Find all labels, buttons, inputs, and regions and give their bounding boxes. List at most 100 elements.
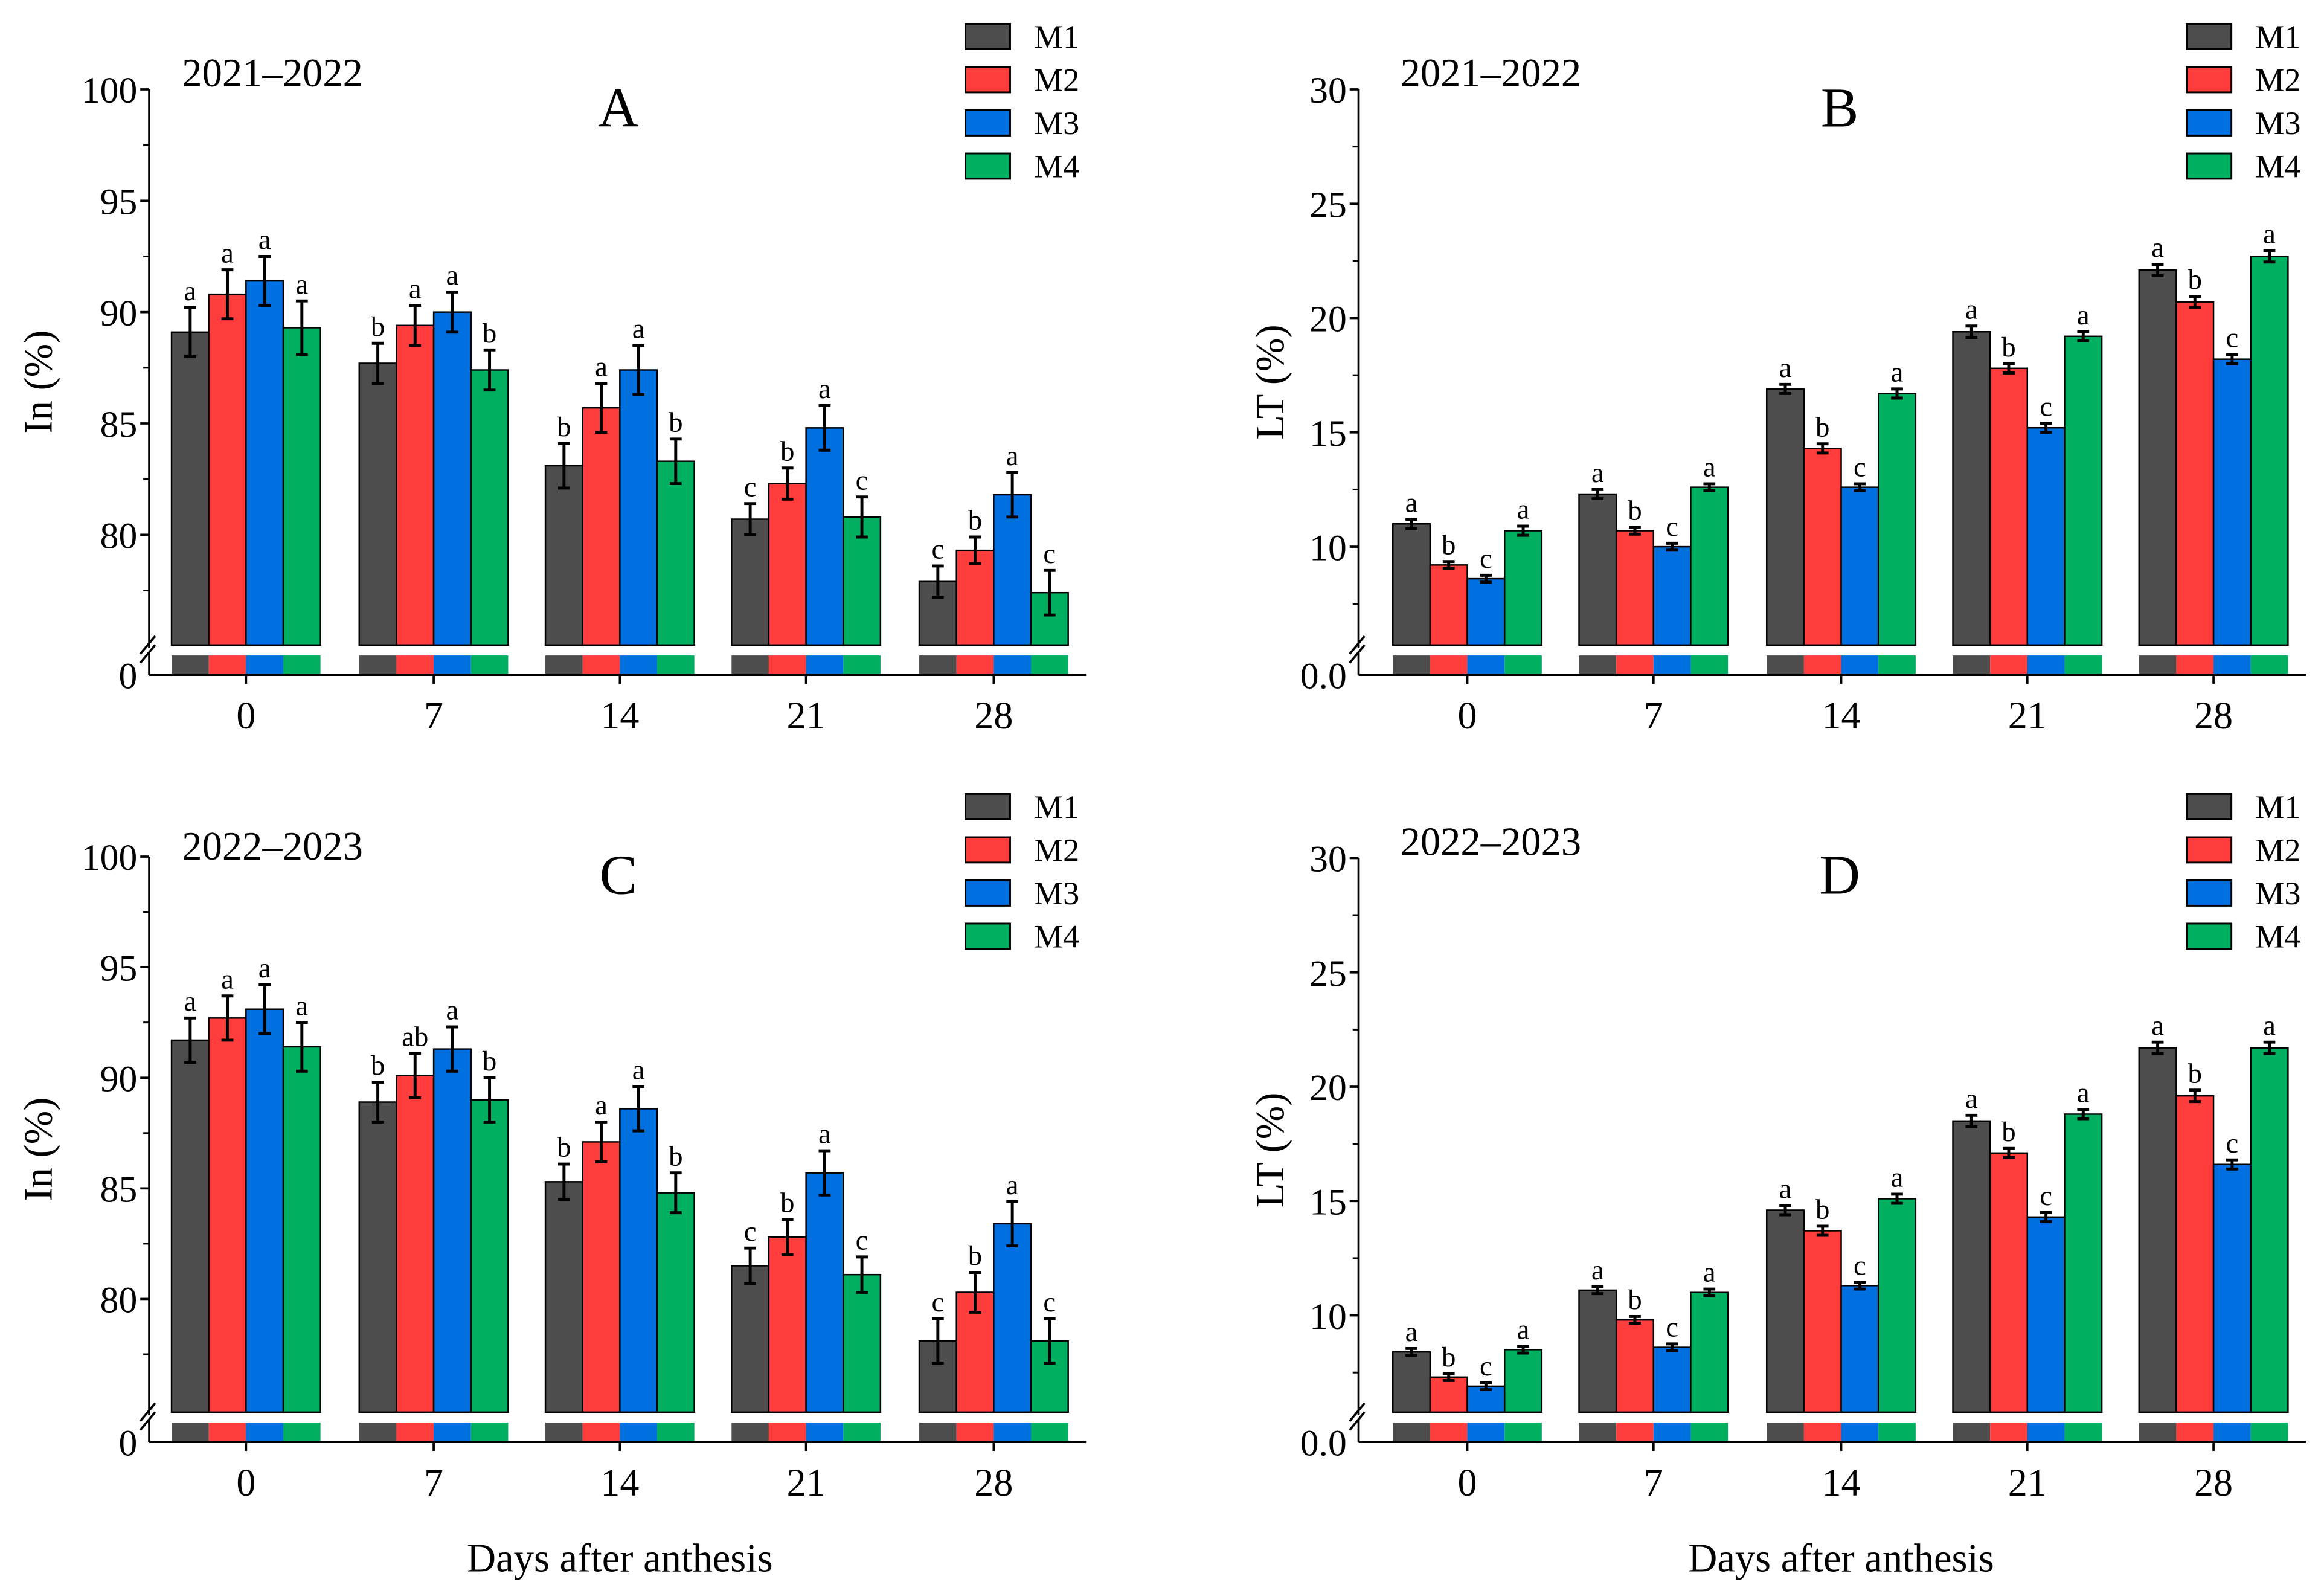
bar-M3-day14: [1840, 486, 1879, 646]
legend-swatch-M2: [964, 66, 1011, 94]
significance-letter: c: [1043, 538, 1056, 570]
bar-stub-M4-day28: [2250, 1423, 2288, 1442]
significance-letter: b: [371, 1050, 385, 1081]
x-axis-label: Days after anthesis: [467, 1537, 773, 1581]
bar-stub-M4-day7: [470, 1423, 509, 1442]
bar-stub-M2-day21: [768, 1423, 806, 1442]
significance-letter: a: [2077, 1078, 2090, 1109]
bar-stub-M4-day0: [1504, 1423, 1542, 1442]
significance-letter: b: [1815, 411, 1829, 443]
bar-stub-M1-day14: [1767, 1423, 1804, 1442]
significance-letter: a: [818, 373, 831, 405]
x-tick-label: 28: [2194, 694, 2233, 737]
y-axis-label: In (%): [16, 330, 60, 434]
bar-stub-M4-day28: [2250, 655, 2288, 675]
x-tick-label: 28: [2194, 1461, 2233, 1504]
bar-stub-M4-day14: [656, 1423, 695, 1442]
bar-stub-M1-day7: [359, 1423, 397, 1442]
bar-M3-day7: [432, 311, 472, 646]
bar-M4-day21: [2064, 335, 2103, 646]
legend-swatch-M2: [2186, 836, 2233, 864]
bar-stub-M4-day0: [283, 1423, 321, 1442]
significance-letter: c: [1480, 1351, 1492, 1382]
significance-letter: a: [1779, 352, 1792, 384]
significance-letter: b: [2188, 264, 2202, 295]
axis-break-mark: [1349, 1402, 1366, 1422]
bar-stub-M4-day14: [1878, 1423, 1916, 1442]
bar-stub-M1-day7: [1579, 655, 1617, 675]
significance-letter: c: [931, 534, 944, 565]
significance-letter: c: [1480, 543, 1492, 574]
bar-M1-day0: [1392, 1351, 1431, 1413]
bar-M2-day14: [582, 407, 621, 646]
significance-letter: a: [2263, 219, 2276, 250]
bar-M4-day21: [2064, 1113, 2103, 1413]
significance-letter: a: [632, 1055, 645, 1086]
bar-stub-M4-day28: [1030, 1423, 1068, 1442]
bar-M2-day7: [396, 324, 435, 646]
bar-stub-M3-day21: [806, 1423, 844, 1442]
period-label: 2021–2022: [1401, 51, 1582, 95]
significance-letter: b: [1628, 495, 1642, 527]
x-tick-label: 7: [424, 1461, 443, 1504]
significance-letter: b: [1442, 529, 1456, 561]
significance-letter: a: [818, 1119, 831, 1150]
bar-M2-day21: [1989, 1152, 2029, 1413]
panel-letter: D: [1819, 844, 1860, 907]
x-tick-label: 0: [1458, 1461, 1477, 1504]
significance-letter: b: [2188, 1058, 2202, 1089]
bar-stub-M1-day0: [1393, 1423, 1430, 1442]
bar-M2-day21: [1989, 367, 2029, 646]
bar-stub-M2-day14: [582, 655, 620, 675]
y-tick-label: 90: [100, 1058, 138, 1099]
significance-letter: b: [1815, 1194, 1829, 1226]
bar-M3-day21: [805, 427, 844, 646]
legend-label-M1: M1: [2255, 19, 2300, 55]
bar-M4-day0: [282, 327, 321, 646]
significance-letter: a: [1891, 1162, 1904, 1194]
bar-stub-M3-day21: [2027, 655, 2065, 675]
legend-swatch-M2: [964, 836, 1011, 864]
bar-M1-day0: [170, 331, 210, 646]
x-tick-label: 7: [424, 694, 443, 737]
axis-break-mark: [139, 1402, 156, 1422]
period-label: 2022–2023: [182, 825, 363, 869]
bar-stub-M1-day28: [2139, 655, 2177, 675]
x-tick-label: 21: [787, 694, 826, 737]
axis-break-mark: [139, 1411, 156, 1431]
significance-letter: b: [669, 407, 682, 438]
significance-letter: b: [483, 318, 496, 349]
legend-label-M4: M4: [2255, 148, 2300, 184]
bar-M4-day0: [1503, 1349, 1543, 1413]
bar-stub-M3-day14: [620, 655, 657, 675]
significance-letter: c: [2226, 1128, 2238, 1159]
significance-letter: b: [669, 1140, 682, 1172]
bar-M1-day0: [1392, 523, 1431, 646]
y-tick-label: 80: [100, 1280, 138, 1321]
significance-letter: a: [1965, 1083, 1978, 1114]
legend-label-M3: M3: [2255, 875, 2300, 912]
bar-stub-M3-day7: [434, 1423, 471, 1442]
bar-stub-M2-day21: [1990, 1423, 2027, 1442]
bar-stub-M4-day21: [843, 655, 881, 675]
bar-stub-M2-day28: [956, 1423, 994, 1442]
significance-letter: c: [856, 1225, 868, 1256]
y-tick-label: 30: [1309, 839, 1347, 880]
legend-swatch-M2: [2186, 66, 2233, 94]
bar-stub-M3-day21: [806, 655, 844, 675]
legend-label-M2: M2: [2255, 62, 2300, 98]
y-tick-label: 85: [100, 404, 138, 445]
bar-M2-day14: [582, 1141, 621, 1413]
y-tick-label: 85: [100, 1169, 138, 1211]
panel-letter: C: [600, 844, 638, 907]
legend-swatch-M4: [964, 152, 1011, 180]
bar-M4-day21: [843, 1273, 882, 1413]
significance-letter: a: [1006, 440, 1019, 472]
legend-swatch-M1: [964, 22, 1011, 50]
legend-swatch-M4: [2186, 922, 2233, 950]
y-tick-label: 25: [1309, 184, 1347, 225]
significance-letter: a: [409, 273, 422, 304]
bar-stub-M4-day7: [1690, 1423, 1729, 1442]
